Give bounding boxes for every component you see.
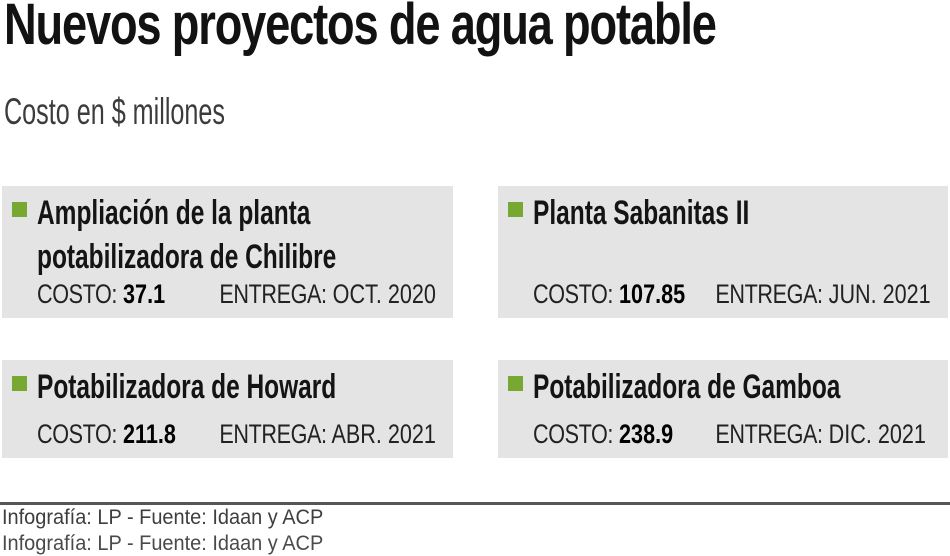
delivery-label: ENTREGA: bbox=[715, 418, 823, 449]
page-title: Nuevos proyectos de agua potable bbox=[4, 0, 717, 57]
project-card-sabanitas: Planta Sabanitas II COSTO: 107.85 ENTREG… bbox=[498, 186, 948, 318]
project-card-chilibre: Ampliación de la planta potabilizadora d… bbox=[2, 186, 453, 318]
card-meta: COSTO: 37.1 ENTREGA: OCT. 2020 bbox=[37, 279, 517, 310]
footer-clipped-line: Infografía: LP - Fuente: Idaan y ACP bbox=[2, 532, 324, 555]
delivery-group: ENTREGA: OCT. 2020 bbox=[219, 279, 435, 310]
cost-group: COSTO: 37.1 bbox=[37, 279, 219, 310]
project-name: Potabilizadora de Howard bbox=[37, 368, 337, 406]
cost-label: COSTO: bbox=[533, 418, 614, 449]
green-square-bullet-icon bbox=[508, 202, 523, 217]
card-head: Potabilizadora de Gamboa bbox=[508, 366, 934, 410]
project-name: Planta Sabanitas II bbox=[533, 194, 750, 232]
card-head: Ampliación de la planta potabilizadora d… bbox=[12, 192, 439, 279]
card-meta: COSTO: 238.9 ENTREGA: DIC. 2021 bbox=[533, 419, 950, 450]
cost-group: COSTO: 211.8 bbox=[37, 419, 219, 450]
delivery-value: JUN. 2021 bbox=[828, 278, 931, 309]
delivery-value: ABR. 2021 bbox=[331, 418, 436, 449]
cost-value: 211.8 bbox=[123, 418, 176, 449]
card-head: Planta Sabanitas II bbox=[508, 192, 934, 236]
cost-label: COSTO: bbox=[37, 279, 118, 310]
card-meta: COSTO: 211.8 ENTREGA: ABR. 2021 bbox=[37, 419, 517, 450]
card-head: Potabilizadora de Howard bbox=[12, 366, 439, 410]
delivery-value: OCT. 2020 bbox=[332, 279, 436, 310]
footer-credit: Infografía: LP - Fuente: Idaan y ACP bbox=[2, 506, 324, 529]
card-meta: COSTO: 107.85 ENTREGA: JUN. 2021 bbox=[533, 279, 950, 310]
cost-value: 37.1 bbox=[123, 279, 166, 310]
project-card-howard: Potabilizadora de Howard COSTO: 211.8 EN… bbox=[2, 360, 453, 458]
cost-value: 238.9 bbox=[619, 418, 674, 449]
green-square-bullet-icon bbox=[12, 202, 27, 217]
delivery-value: DIC. 2021 bbox=[828, 418, 926, 449]
project-card-gamboa: Potabilizadora de Gamboa COSTO: 238.9 EN… bbox=[498, 360, 948, 458]
page-subtitle: Costo en $ millones bbox=[4, 91, 225, 132]
project-name: Ampliación de la planta potabilizadora d… bbox=[37, 194, 337, 276]
footer-divider bbox=[0, 502, 950, 505]
cost-value: 107.85 bbox=[619, 278, 686, 309]
cost-label: COSTO: bbox=[37, 418, 118, 449]
green-square-bullet-icon bbox=[12, 376, 27, 391]
cost-group: COSTO: 107.85 bbox=[533, 279, 715, 310]
delivery-group: ENTREGA: ABR. 2021 bbox=[219, 419, 436, 450]
delivery-label: ENTREGA: bbox=[219, 418, 327, 449]
cost-label: COSTO: bbox=[533, 278, 614, 309]
green-square-bullet-icon bbox=[508, 376, 523, 391]
delivery-label: ENTREGA: bbox=[715, 278, 823, 309]
project-name: Potabilizadora de Gamboa bbox=[533, 368, 841, 406]
delivery-group: ENTREGA: DIC. 2021 bbox=[715, 419, 926, 450]
delivery-group: ENTREGA: JUN. 2021 bbox=[715, 279, 930, 310]
cost-group: COSTO: 238.9 bbox=[533, 419, 715, 450]
delivery-label: ENTREGA: bbox=[219, 279, 327, 310]
